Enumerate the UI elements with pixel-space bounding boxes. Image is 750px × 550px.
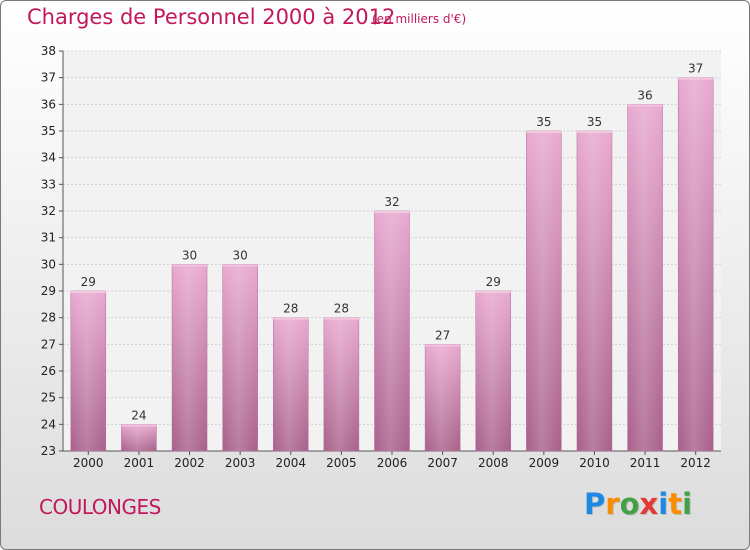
value-label: 24 [131,408,146,422]
value-label: 29 [81,275,96,289]
y-tick-label: 26 [41,364,56,378]
y-tick-label: 24 [41,417,56,431]
x-tick-label: 2009 [529,456,560,470]
logo-letter: i [682,487,693,521]
bar-top-edge [425,344,461,347]
value-label: 29 [486,275,501,289]
y-tick-label: 29 [41,284,56,298]
y-tick-label: 33 [41,177,56,191]
value-label: 30 [233,248,248,262]
value-label: 35 [587,115,602,129]
x-tick-label: 2002 [174,456,205,470]
bar-top-edge [627,104,663,107]
labels: 29 2000 24 2001 30 2002 30 2003 28 2004 28 2005 32 20… [73,62,711,470]
y-tick-label: 25 [41,391,56,405]
value-label: 28 [334,302,349,316]
bar-highlight [678,77,714,452]
bar-highlight [526,131,562,451]
value-label: 32 [384,195,399,209]
x-tick-label: 2006 [377,456,408,470]
bar-top-edge [222,264,258,267]
x-tick-label: 2008 [478,456,509,470]
bar-highlight [121,424,157,451]
y-tick-label: 23 [41,444,56,458]
logo-letter: r [605,487,620,521]
y-tick-label: 30 [41,257,56,271]
logo-letter: o [619,487,640,521]
x-tick-label: 2012 [680,456,711,470]
x-tick-label: 2010 [579,456,610,470]
x-tick-label: 2004 [275,456,306,470]
y-tick-label: 35 [41,124,56,138]
logo-letter: P [584,487,606,521]
value-label: 36 [637,88,652,102]
bar-top-edge [678,77,714,80]
bar-top-edge [273,317,309,320]
y-tick-label: 36 [41,97,56,111]
bar-top-edge [121,424,157,427]
y-tick-label: 32 [41,204,56,218]
bar-highlight [576,131,612,451]
bar-top-edge [323,317,359,320]
x-tick-label: 2000 [73,456,104,470]
bar-top-edge [374,211,410,213]
bars [70,77,714,452]
y-tick-label: 31 [41,231,56,245]
commune-name: COULONGES [39,495,161,519]
y-tick-label: 37 [41,71,56,85]
logo-letter: x [639,487,659,521]
proxiti-logo[interactable]: Proxiti [584,487,692,521]
bar-highlight [475,291,511,451]
value-label: 27 [435,328,450,342]
value-label: 35 [536,115,551,129]
bar-top-edge [576,131,612,133]
bar-highlight [627,104,663,451]
bar-top-edge [475,291,511,293]
value-label: 30 [182,248,197,262]
bar-highlight [273,317,309,451]
bar-top-edge [172,264,208,267]
bar-highlight [222,264,258,451]
chart-subtitle: (en milliers d'€) [372,12,467,26]
y-tick-label: 34 [41,151,56,165]
value-label: 28 [283,302,298,316]
logo-letter: i [658,487,669,521]
bar-highlight [172,264,208,451]
x-tick-label: 2001 [124,456,155,470]
bar-highlight [70,291,106,451]
y-tick-label: 28 [41,311,56,325]
x-tick-label: 2007 [427,456,458,470]
x-tick-label: 2003 [225,456,256,470]
y-tick-label: 38 [41,44,56,58]
bar-highlight [374,211,410,451]
x-tick-label: 2011 [630,456,661,470]
value-label: 37 [688,62,703,76]
bar-top-edge [526,131,562,133]
bar-highlight [323,317,359,451]
bar-top-edge [70,291,106,293]
bar-highlight [425,344,461,451]
chart-title: Charges de Personnel 2000 à 2012 [27,5,396,29]
y-tick-label: 27 [41,337,56,351]
x-tick-label: 2005 [326,456,357,470]
logo-letter: t [668,487,683,521]
